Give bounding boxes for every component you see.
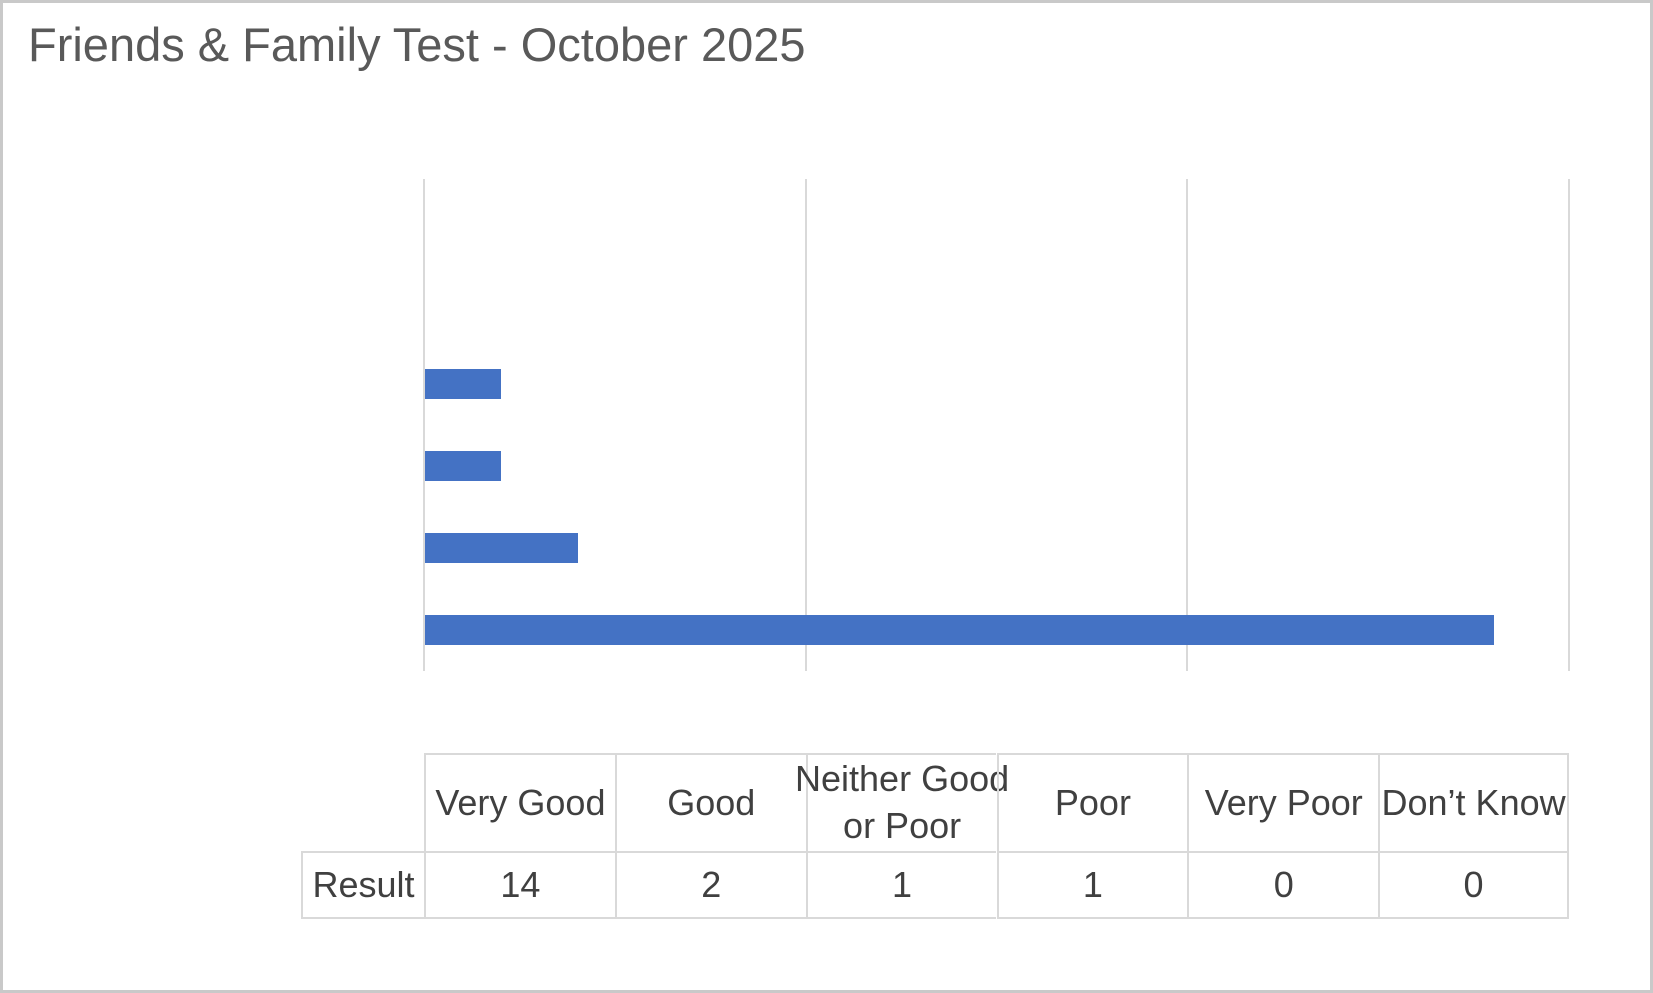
table-value-cell-good: 2 (614, 851, 806, 919)
category-label-poor (3, 343, 424, 425)
category-label-don-t-know (3, 179, 424, 261)
category-label-very-good (3, 589, 424, 671)
table-value-cell-very-good: 14 (424, 851, 615, 919)
table-header-label: Poor (1054, 781, 1131, 823)
chart-title: Friends & Family Test - October 2025 (28, 18, 806, 71)
gridline-5 (804, 179, 807, 671)
table-header-cell-don-t-know: Don’t Know (1378, 753, 1569, 851)
table-value-cell-very-poor: 0 (1187, 851, 1379, 919)
table-header-cell-very-good: Very Good (424, 753, 615, 851)
table-row-label: Result (301, 851, 424, 919)
bar-good (425, 533, 578, 563)
table-header-label: Don’t Know (1381, 781, 1566, 823)
table-value-cell-poor: 1 (996, 851, 1188, 919)
bar-very-good (425, 615, 1494, 645)
table-header-cell-good: Good (614, 753, 806, 851)
table-header-label: Very Good (435, 781, 606, 823)
gridline-10 (1186, 179, 1189, 671)
category-label-good (3, 507, 424, 589)
table-header-cell-neither-good-or-poor: Neither Good or Poor (795, 753, 1009, 851)
bar-neither-good-or-poor (425, 451, 502, 481)
table-header-label: Very Poor (1204, 781, 1363, 823)
table-value-cell-don-t-know: 0 (1378, 851, 1569, 919)
table-header-label: Neither Good or Poor (795, 758, 1010, 846)
table-value-cell-neither-good-or-poor: 1 (805, 851, 997, 919)
table-header-cell-very-poor: Very Poor (1187, 753, 1379, 851)
table-header-label: Good (667, 781, 756, 823)
table-header-cell-poor: Poor (996, 753, 1188, 851)
category-label-very-poor (3, 261, 424, 343)
gridline-0 (423, 179, 425, 671)
bar-poor (425, 369, 502, 399)
gridline-15 (1568, 179, 1570, 671)
category-label-neither-good-or-poor (3, 425, 424, 507)
